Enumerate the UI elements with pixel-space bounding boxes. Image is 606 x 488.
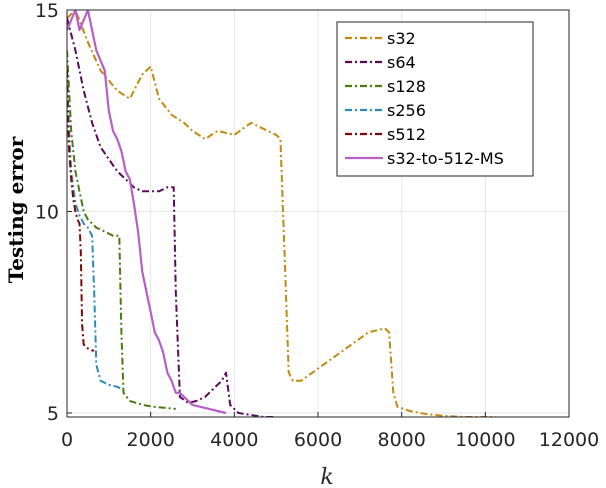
legend-label-s256: s256 [387,101,426,120]
x-tick-label: 4000 [210,429,258,451]
x-tick-label: 10000 [455,429,515,451]
x-axis-label: k [320,465,333,488]
legend-box [336,21,534,177]
legend-label-s64: s64 [387,53,416,72]
x-tick-label: 2000 [126,429,174,451]
x-tick-label: 0 [61,429,73,451]
series-line-s32 [67,10,496,417]
legend-label-s32: s32 [387,29,416,48]
series-line-s128 [67,50,176,410]
legend-label-s128: s128 [387,77,426,96]
legend-label-s512: s512 [387,125,426,144]
y-axis-label: Testing error [4,136,28,283]
x-tick-label: 12000 [539,429,599,451]
tick-layer: 0 2000 4000 6000 8000 10000 12000 5 10 15 [35,0,599,451]
y-tick-label: 15 [35,0,59,22]
series-line-s512 [67,70,95,352]
series-line-s32-to-512-MS [67,10,227,415]
legend-label-s32-to-512-MS: s32-to-512-MS [387,149,504,168]
y-tick-label: 5 [47,403,59,425]
x-tick-label: 8000 [377,429,425,451]
x-tick-label: 6000 [294,429,342,451]
y-tick-label: 10 [35,201,59,223]
legend: s32 s64 s128 s256 s512 s32-to-512-MS [336,21,534,177]
series-layer [67,10,496,417]
series-line-s64 [67,17,277,417]
